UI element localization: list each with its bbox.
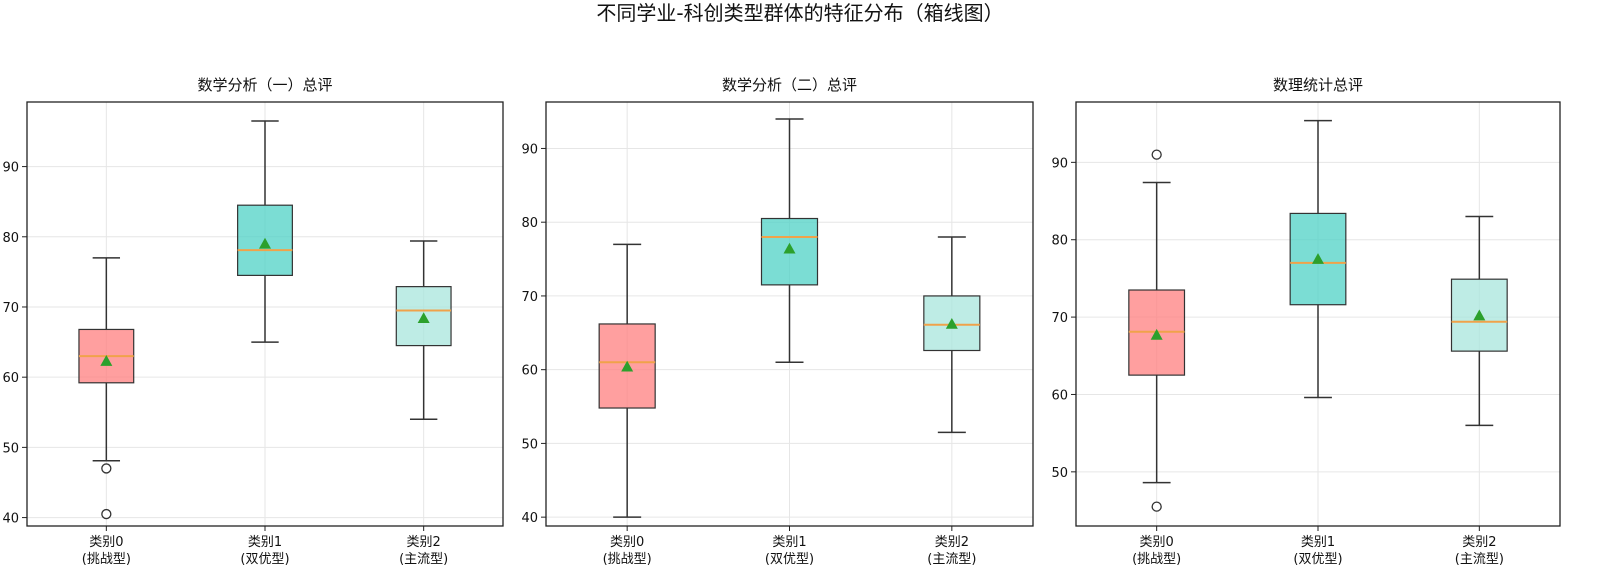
mean-marker [1150, 328, 1163, 340]
x-tick-label-line2: (挑战型) [603, 552, 652, 567]
mean-marker [621, 360, 634, 372]
mean-marker [417, 312, 430, 324]
y-tick-label: 70 [1051, 311, 1068, 326]
y-tick-label: 80 [1051, 234, 1068, 249]
outlier-point [1151, 149, 1162, 160]
x-tick-label-line1: 类别2 [935, 535, 969, 550]
box-group-0 [78, 257, 135, 520]
y-tick-label: 90 [1051, 156, 1068, 171]
y-tick-label: 70 [2, 301, 19, 316]
x-tick-label-line1: 类别1 [772, 535, 806, 550]
mean-marker [100, 355, 113, 366]
mean-marker [945, 317, 958, 329]
box-group-1 [760, 118, 819, 364]
x-tick-label-line1: 类别0 [1140, 535, 1174, 550]
x-tick-label-line1: 类别2 [407, 535, 441, 550]
box-group-1 [1289, 119, 1347, 399]
box-group-2 [395, 240, 452, 421]
panel-title: 数理统计总评 [1273, 76, 1363, 94]
y-tick-label: 50 [1051, 466, 1068, 481]
x-tick-label-line1: 类别2 [1462, 535, 1496, 550]
panel-title: 数学分析（二）总评 [722, 76, 857, 94]
panel-2: 50 60 70 80 90 类别0 (挑战型) 类别1 (双优型) 类别2 (主流型) 数理统计总评 [1051, 76, 1561, 567]
x-tick-label-line1: 类别0 [610, 535, 644, 550]
x-tick-label-line1: 类别1 [248, 535, 282, 550]
mean-marker [259, 237, 271, 249]
x-tick-label-line1: 类别1 [1301, 535, 1335, 550]
outlier-point [101, 508, 112, 520]
y-tick-label: 60 [1051, 388, 1068, 403]
x-tick-label-line2: (主流型) [927, 552, 976, 567]
x-tick-label-line2: (挑战型) [82, 552, 131, 567]
panel-title: 数学分析（一）总评 [197, 76, 332, 94]
y-tick-label: 90 [521, 142, 538, 157]
y-tick-label: 50 [2, 441, 19, 456]
y-tick-label: 70 [521, 290, 538, 305]
suptitle: 不同学业-科创类型群体的特征分布（箱线图） [596, 1, 1003, 25]
outlier-point [1151, 501, 1162, 512]
x-tick-label-line2: (主流型) [1455, 552, 1504, 567]
y-tick-label: 60 [2, 371, 19, 386]
mean-marker [1473, 309, 1486, 321]
x-tick-label-line2: (挑战型) [1132, 552, 1181, 567]
panel-0: 40 50 60 70 80 90 类别0 (挑战型) 类别1 (双优型) 类别2 (主流型) 数学分析… [2, 76, 504, 567]
x-tick-label-line2: (双优型) [1293, 552, 1342, 567]
y-tick-label: 40 [2, 512, 19, 527]
x-tick-label-line2: (双优型) [765, 552, 814, 567]
y-tick-label: 60 [521, 364, 538, 379]
mean-marker [1312, 253, 1324, 264]
outlier-point [101, 463, 112, 474]
box-group-0 [598, 243, 656, 518]
x-tick-label-line2: (主流型) [399, 552, 448, 567]
x-tick-label-line1: 类别0 [89, 535, 123, 550]
y-tick-label: 90 [2, 161, 19, 176]
panel-1: 40 50 60 70 80 90 类别0 (挑战型) 类别1 (双优型) 类别2 (主流型) 数学分析… [521, 76, 1034, 567]
box-group-2 [1450, 215, 1508, 427]
y-tick-label: 80 [521, 216, 538, 231]
y-tick-label: 50 [521, 437, 538, 452]
mean-marker [783, 242, 796, 254]
y-tick-label: 80 [2, 231, 19, 246]
box-group-1 [237, 120, 293, 343]
y-tick-label: 40 [521, 511, 538, 526]
box-group-0 [1128, 149, 1186, 512]
x-tick-label-line2: (双优型) [240, 552, 289, 567]
box-group-2 [923, 236, 981, 434]
